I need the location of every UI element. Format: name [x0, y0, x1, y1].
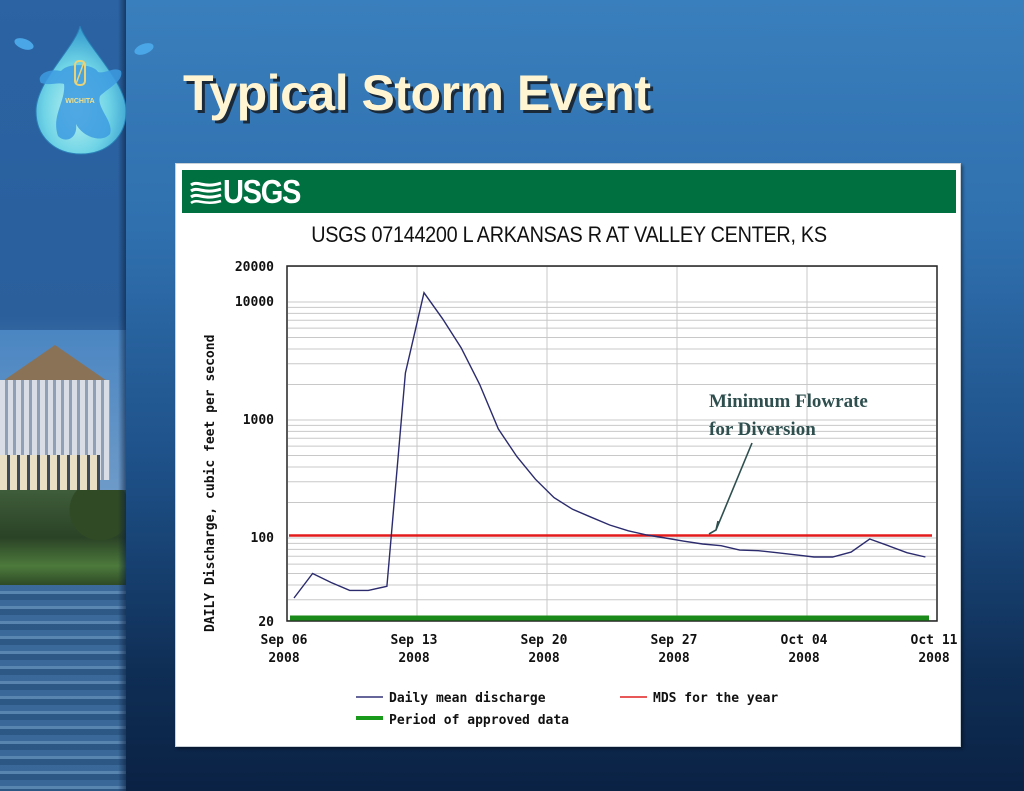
legend-label: Daily mean discharge: [389, 691, 546, 706]
svg-text:Sep 20: Sep 20: [521, 633, 568, 648]
y-tick: 10000: [235, 295, 274, 310]
y-tick: 20000: [235, 260, 274, 275]
svg-text:Sep 06: Sep 06: [261, 633, 308, 648]
annotation-arrow: [715, 442, 753, 531]
plot-frame: [286, 265, 938, 622]
svg-text:Sep 27: Sep 27: [651, 633, 698, 648]
usgs-logo: USGS: [190, 173, 311, 210]
min-flowrate-annotation: Minimum Flowrate for Diversion: [709, 391, 868, 440]
y-tick-labels: 20000 10000 1000 100 20: [235, 260, 274, 630]
usgs-chart-card: USGS USGS 07144200 L ARKANSAS R AT VALLE…: [175, 163, 961, 747]
river-water: [0, 585, 126, 791]
y-tick: 20: [258, 615, 274, 630]
arrow-head-icon: [708, 520, 719, 535]
svg-text:2008: 2008: [398, 651, 429, 666]
svg-text:Oct 11: Oct 11: [911, 633, 958, 648]
y-tick: 1000: [243, 413, 274, 428]
daily-discharge-line: [293, 291, 926, 599]
chart-title: USGS 07144200 L ARKANSAS R AT VALLEY CEN…: [311, 222, 827, 247]
water-drop-logo-icon: WICHITA: [14, 26, 154, 155]
discharge-plot: DAILY Discharge, cubic feet per second 2…: [203, 260, 958, 728]
usgs-waves-icon: [190, 181, 222, 205]
y-tick: 100: [251, 531, 275, 546]
usgs-banner: USGS: [182, 170, 956, 213]
x-tick-labels: Sep 06 2008 Sep 13 2008 Sep 20 2008 Sep …: [261, 633, 958, 666]
legend-label: Period of approved data: [389, 713, 569, 728]
svg-text:2008: 2008: [268, 651, 299, 666]
svg-text:2008: 2008: [658, 651, 689, 666]
svg-text:2008: 2008: [528, 651, 559, 666]
svg-text:WICHITA: WICHITA: [65, 98, 94, 105]
svg-text:2008: 2008: [918, 651, 949, 666]
legend: Daily mean discharge MDS for the year Pe…: [356, 691, 778, 728]
slide-title: Typical Storm Event: [183, 65, 651, 121]
svg-text:Sep 13: Sep 13: [391, 633, 438, 648]
svg-text:2008: 2008: [788, 651, 819, 666]
svg-text:Oct 04: Oct 04: [781, 633, 828, 648]
y-axis-label: DAILY Discharge, cubic feet per second: [203, 335, 218, 632]
building-roof: [0, 345, 110, 383]
legend-label: MDS for the year: [653, 691, 778, 706]
